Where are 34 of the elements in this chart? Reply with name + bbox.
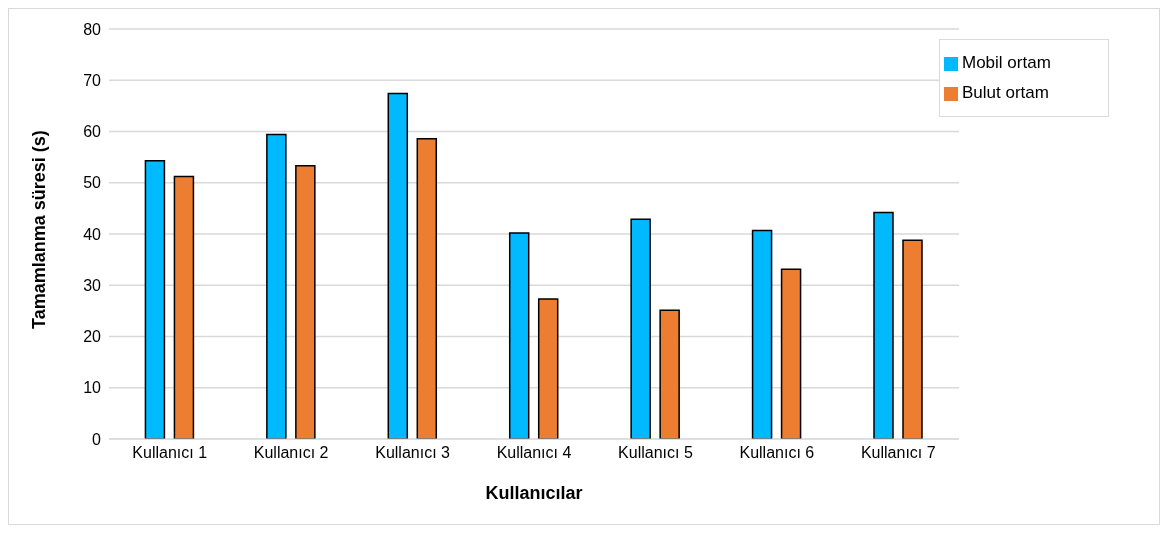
- bar: [144, 159, 166, 439]
- y-axis-title: Tamamlanma süresi (s): [29, 130, 50, 329]
- x-tick-label: Kullanıcı 5: [618, 444, 693, 462]
- bar: [902, 239, 923, 439]
- x-tick-label: Kullanıcı 4: [496, 444, 572, 462]
- y-tick-label: 10: [83, 379, 102, 397]
- y-tick-label: 80: [83, 20, 102, 38]
- y-tick-label: 30: [83, 276, 102, 294]
- x-tick-label: Kullanıcı 6: [739, 444, 815, 462]
- x-tick-label: Kullanıcı 3: [375, 444, 451, 462]
- x-tick-label: Kullanıcı 1: [132, 444, 208, 462]
- legend-label: Mobil ortam: [962, 53, 1051, 72]
- bar: [630, 218, 651, 439]
- bar: [295, 165, 316, 439]
- y-tick-label: 70: [83, 71, 102, 89]
- bar: [751, 229, 773, 439]
- bar: [537, 298, 559, 439]
- bar: [387, 92, 409, 439]
- bar: [508, 232, 530, 439]
- y-tick-label: 60: [83, 123, 102, 141]
- y-tick-label: 0: [92, 430, 102, 448]
- y-tick-label: 40: [83, 225, 102, 243]
- y-tick-label: 20: [83, 328, 102, 346]
- legend-label: Bulut ortam: [962, 83, 1049, 102]
- bar: [780, 268, 802, 439]
- x-tick-label: Kullanıcı 2: [253, 444, 329, 462]
- x-axis-title: Kullanıcılar: [485, 483, 583, 503]
- bar: [266, 133, 287, 439]
- bar: [873, 211, 894, 439]
- bar: [659, 309, 680, 439]
- x-tick-label: Kullanıcı 7: [860, 444, 936, 462]
- bar: [416, 137, 438, 439]
- y-tick-label: 50: [83, 174, 102, 192]
- bar: [173, 175, 195, 439]
